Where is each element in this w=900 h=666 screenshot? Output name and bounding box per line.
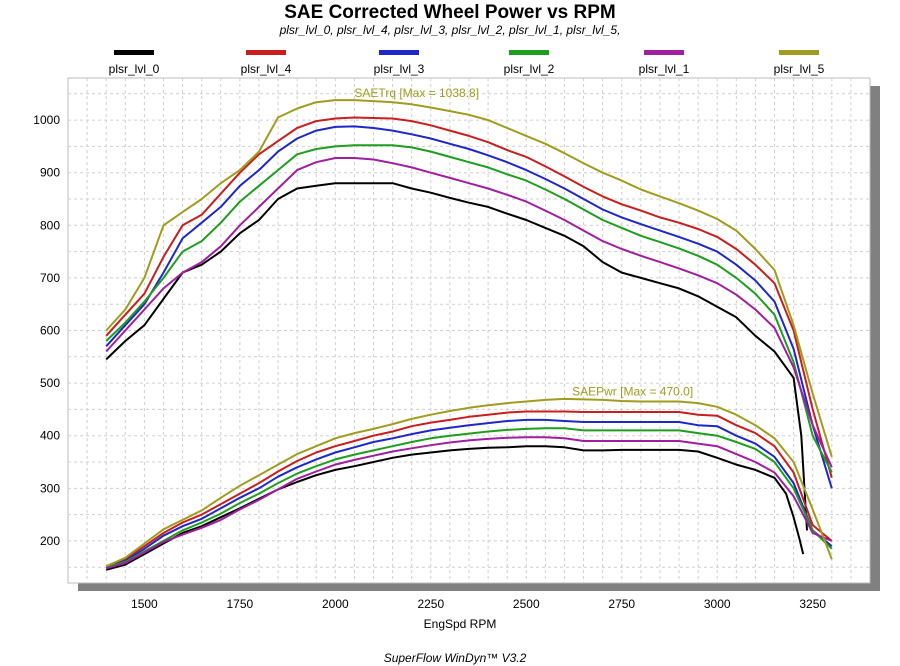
legend-label: plsr_lvl_1 — [639, 62, 690, 76]
x-tick-label: 2500 — [513, 597, 540, 611]
series-plsr-lvl-5-power-line — [105, 397, 833, 568]
legend-swatch — [644, 50, 684, 55]
x-tick-label: 1750 — [227, 597, 254, 611]
x-tick-label: 2250 — [417, 597, 444, 611]
annotation-label: SAEPwr [Max = 470.0] — [572, 385, 693, 399]
y-tick-label: 700 — [40, 271, 60, 285]
chart-subtitle: plsr_lvl_0, plsr_lvl_4, plsr_lvl_3, plsr… — [279, 23, 621, 37]
x-axis-label: EngSpd RPM — [424, 617, 497, 631]
axes: 1500 1750 2000 2250 2500 2750 3000 3250 200 300 40… — [33, 113, 826, 611]
series-plsr-lvl-1-power-line — [105, 436, 833, 570]
grid-lines — [68, 78, 870, 583]
series-plsr-lvl-3-torque-line — [105, 125, 833, 489]
series-plsr-lvl-4-power-line — [105, 410, 833, 569]
legend-label: plsr_lvl_3 — [374, 62, 425, 76]
legend-label: plsr_lvl_4 — [241, 62, 292, 76]
series-plsr-lvl-2-power-line — [105, 427, 833, 569]
y-tick-label: 500 — [40, 376, 60, 390]
x-tick-label: 3250 — [799, 597, 826, 611]
x-tick-label: 3000 — [704, 597, 731, 611]
legend-label: plsr_lvl_0 — [109, 62, 160, 76]
series-plsr-lvl-1-torque-line — [105, 157, 833, 468]
legend-swatch — [379, 50, 419, 55]
y-tick-label: 800 — [40, 218, 60, 232]
y-tick-label: 1000 — [33, 113, 60, 127]
y-tick-label: 300 — [40, 481, 60, 495]
legend-label: plsr_lvl_2 — [504, 62, 555, 76]
legend-swatch — [509, 50, 549, 55]
legend: plsr_lvl_0 plsr_lvl_4 plsr_lvl_3 plsr_lvl_2… — [109, 50, 825, 76]
x-tick-label: 1500 — [131, 597, 158, 611]
series-plsr-lvl-0-power-line — [105, 445, 805, 571]
x-tick-label: 2750 — [608, 597, 635, 611]
y-tick-label: 400 — [40, 429, 60, 443]
y-tick-label: 900 — [40, 166, 60, 180]
series-plsr-lvl-2-torque-line — [105, 144, 833, 473]
legend-swatch — [779, 50, 819, 55]
chart-title: SAE Corrected Wheel Power vs RPM — [284, 2, 616, 23]
series-plsr-lvl-5-torque-line — [105, 99, 833, 458]
legend-swatch — [246, 50, 286, 55]
annotations: SAETrq [Max = 1038.8] SAEPwr [Max = 470.0… — [354, 86, 693, 399]
legend-label: plsr_lvl_5 — [774, 62, 825, 76]
series-plsr-lvl-3-power-line — [105, 418, 833, 569]
annotation-label: SAETrq [Max = 1038.8] — [354, 86, 479, 100]
footer-text: SuperFlow WinDyn™ V3.2 — [384, 651, 527, 665]
x-tick-label: 2000 — [322, 597, 349, 611]
series-plsr-lvl-4-torque-line — [105, 116, 833, 479]
y-tick-label: 200 — [40, 534, 60, 548]
series-plsr-lvl-0-torque-line — [105, 182, 808, 531]
y-tick-label: 600 — [40, 324, 60, 338]
series-lines — [105, 99, 833, 571]
legend-swatch — [114, 50, 154, 55]
